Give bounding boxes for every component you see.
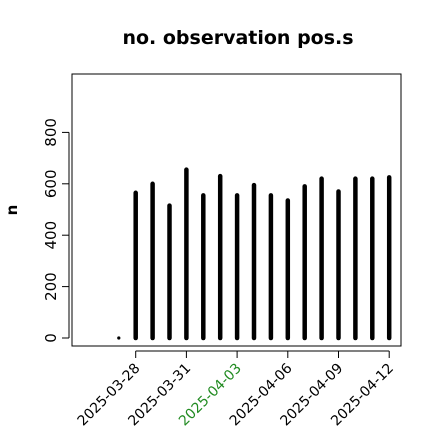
- y-tick-label-200: 200: [42, 272, 60, 301]
- y-tick-label-800: 800: [42, 118, 60, 147]
- y-tick-label-600: 600: [42, 169, 60, 198]
- bar-2025-03-27: [117, 336, 121, 340]
- chart-title: no. observation pos.s: [122, 27, 353, 49]
- y-tick-label-0: 0: [42, 333, 60, 343]
- bars: [117, 167, 392, 341]
- y-axis-label: n: [3, 205, 21, 216]
- y-tick-label-400: 400: [42, 221, 60, 250]
- y-axis: 0 200 400 600 800: [42, 118, 70, 343]
- plot-frame: [71, 73, 402, 347]
- x-axis: 2025-03-282025-03-312025-04-032025-04-06…: [75, 350, 397, 429]
